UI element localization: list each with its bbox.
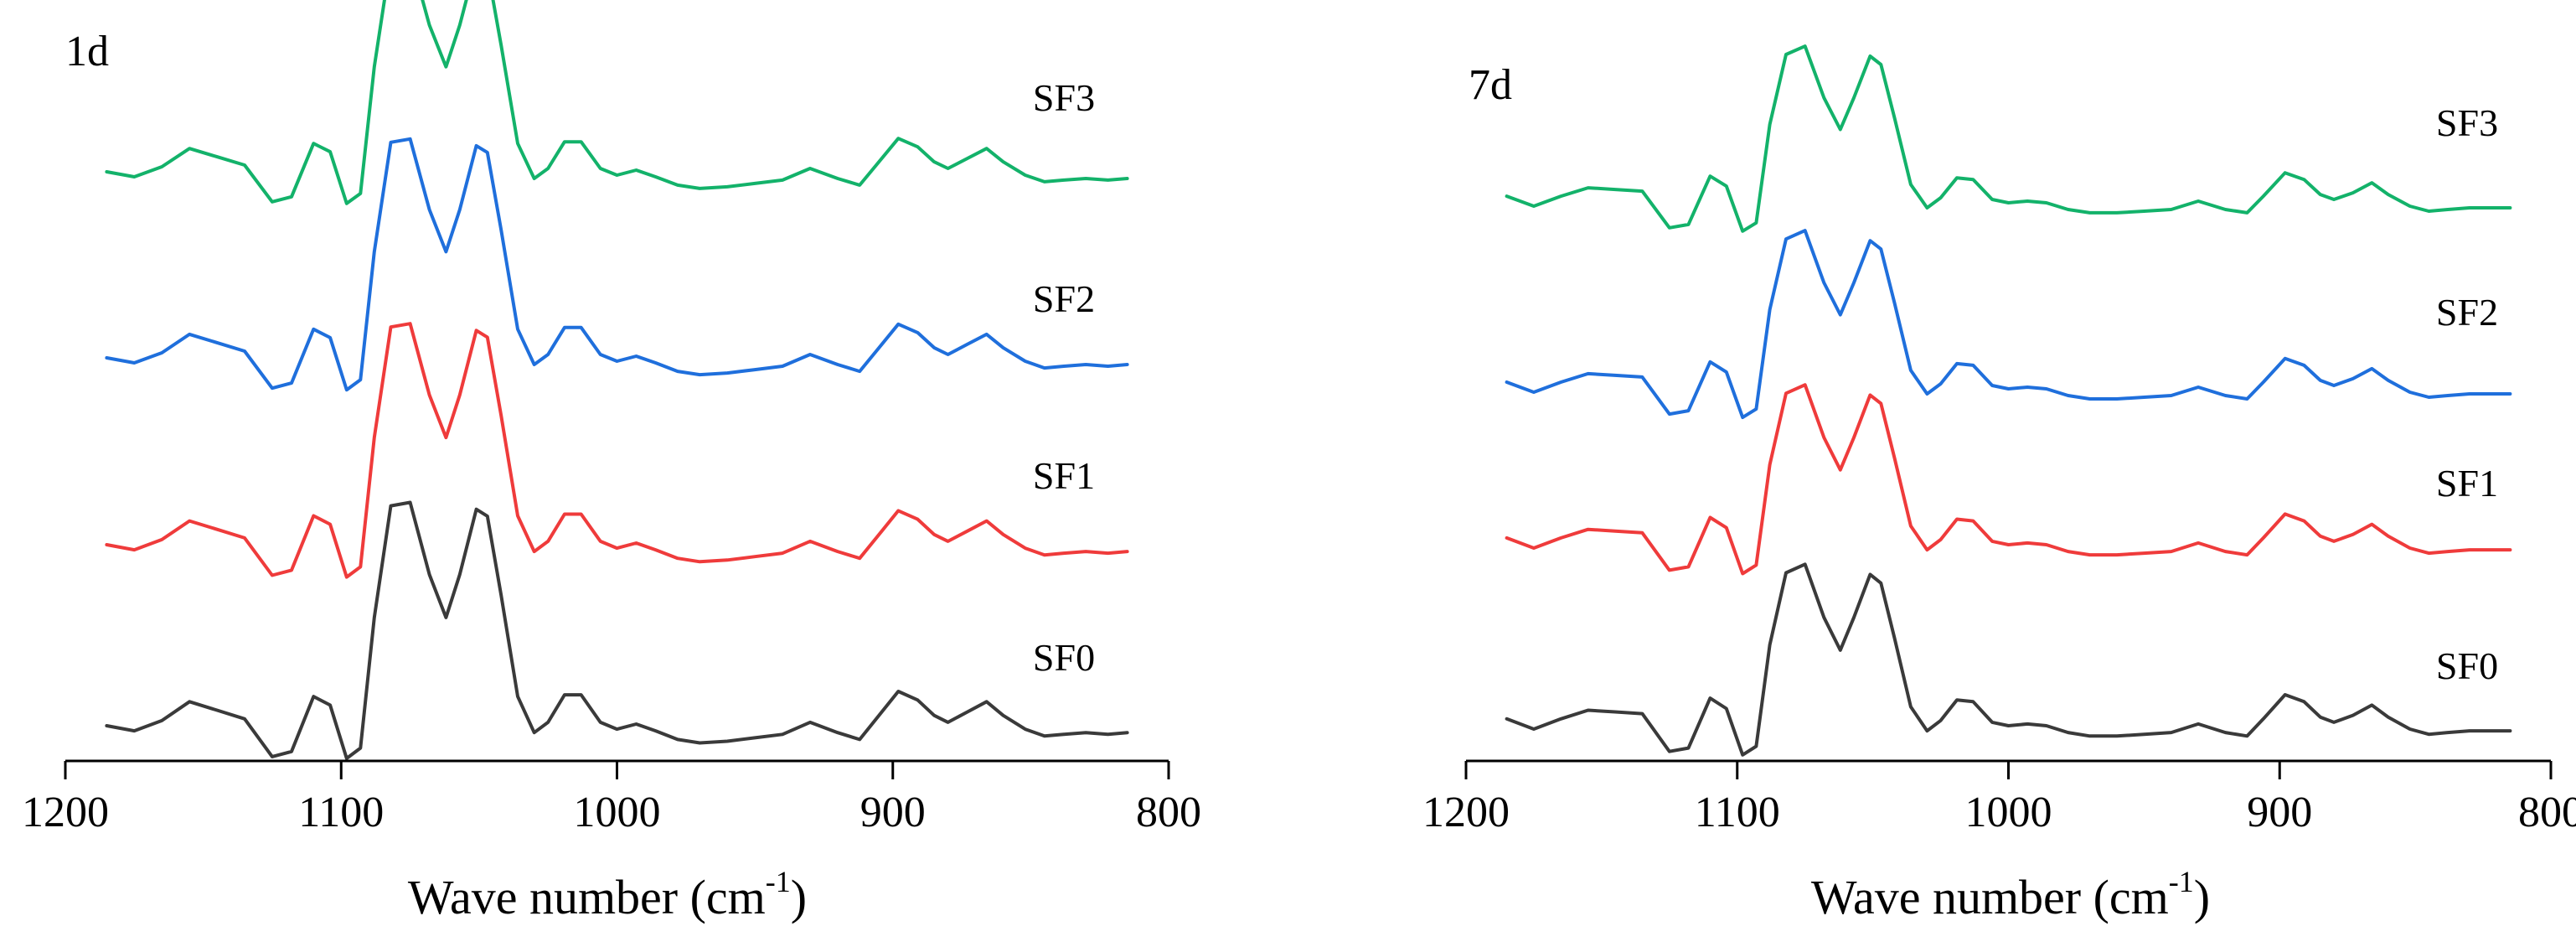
x-ticks-1d: 1200 1100 1000 900 800: [22, 761, 1201, 836]
x-tick-label-1100: 1100: [298, 789, 384, 836]
series-line-sf3: [1505, 44, 2512, 233]
series-line-sf0: [1505, 562, 2512, 757]
series-label-sf3: SF3: [2436, 101, 2498, 144]
x-tick-label-1000: 1000: [1965, 789, 2052, 836]
x-axis-title-7d: Wave number (cm-1): [1811, 865, 2210, 924]
series-label-sf1: SF1: [2436, 462, 2498, 504]
series-line-sf1: [105, 322, 1129, 579]
x-axis-title-close: ): [791, 870, 807, 924]
series-label-sf1: SF1: [1033, 454, 1095, 497]
x-axis-title-superscript: -1: [766, 865, 791, 898]
x-axis-title-text: Wave number (cm: [1811, 870, 2169, 924]
x-ticks-7d: 1200 1100 1000 900 800: [1422, 761, 2576, 836]
x-tick-label-1200: 1200: [1422, 789, 1510, 836]
x-tick-label-900: 900: [860, 789, 926, 836]
x-tick-label-1000: 1000: [574, 789, 661, 836]
series-label-sf2: SF2: [2436, 291, 2498, 334]
x-axis-title-1d: Wave number (cm-1): [408, 865, 807, 924]
x-tick-label-900: 900: [2247, 789, 2312, 836]
x-tick-label-800: 800: [2518, 789, 2576, 836]
x-axis-title-text: Wave number (cm: [408, 870, 766, 924]
x-tick-label-1100: 1100: [1695, 789, 1780, 836]
series-line-sf3: [105, 0, 1129, 205]
x-axis-title-superscript: -1: [2169, 865, 2194, 898]
panel-label-7d: 7d: [1469, 61, 1512, 109]
panel-1d: 1d SF0 SF1 SF2 SF3 1200 1100 1000 900 800 Wave …: [22, 0, 1201, 924]
x-tick-label-1200: 1200: [22, 789, 109, 836]
series-label-sf0: SF0: [2436, 644, 2498, 687]
series-line-sf0: [105, 500, 1129, 760]
series-label-sf0: SF0: [1033, 636, 1095, 679]
x-axis-title-close: ): [2194, 870, 2210, 924]
series-line-sf2: [1505, 229, 2512, 420]
panel-label-1d: 1d: [65, 28, 109, 75]
series-labels-7d: SF0 SF1 SF2 SF3: [2436, 101, 2498, 687]
series-layer-1d: [105, 0, 1129, 760]
series-label-sf2: SF2: [1033, 277, 1095, 320]
series-labels-1d: SF0 SF1 SF2 SF3: [1033, 76, 1095, 679]
series-label-sf3: SF3: [1033, 76, 1095, 119]
x-tick-label-800: 800: [1136, 789, 1201, 836]
series-layer-7d: [1505, 44, 2512, 757]
series-line-sf2: [105, 137, 1129, 392]
series-line-sf1: [1505, 383, 2512, 576]
panel-7d: 7d SF0 SF1 SF2 SF3 1200 1100 1000 900 800 Wave …: [1422, 44, 2576, 924]
